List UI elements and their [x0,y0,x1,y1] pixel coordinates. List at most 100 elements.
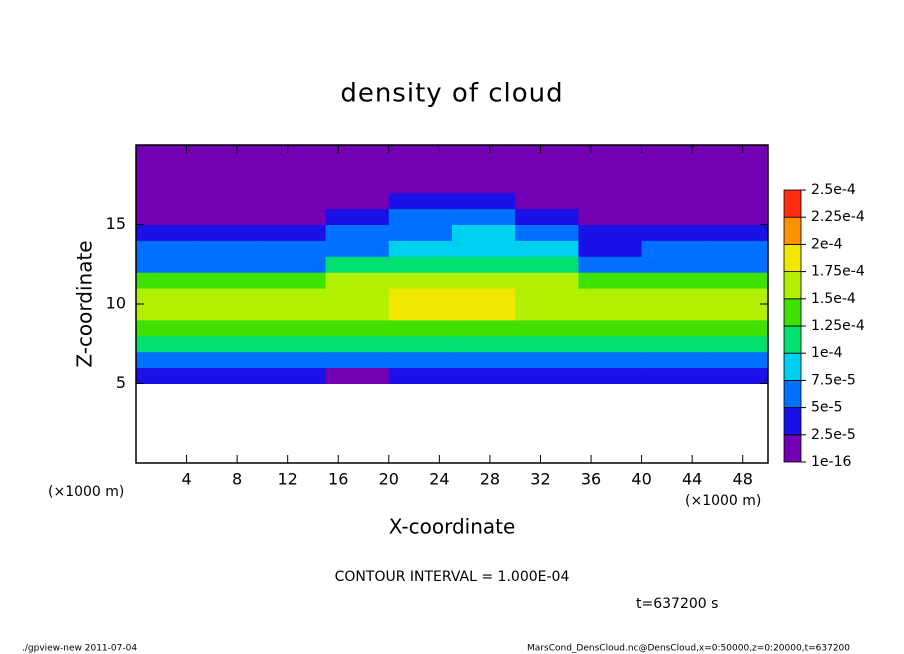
heatmap-cell [388,256,453,273]
heatmap-cell [578,288,643,305]
heatmap-cell [704,335,769,353]
heatmap-cell [199,367,263,384]
heatmap-cell [641,160,706,178]
colorbar-box [783,379,802,408]
heatmap-cell [325,145,390,162]
heatmap-cell [641,192,706,210]
heatmap-cell [704,192,769,210]
heatmap-cell [452,160,516,178]
x-tick-label: 32 [530,470,550,489]
heatmap-cell [262,304,327,321]
heatmap-cell [388,367,453,384]
heatmap-cell [704,145,769,162]
x-tick-label: 48 [733,470,753,489]
heatmap-cell [388,288,453,305]
heatmap-cell [515,367,579,384]
heatmap-cell [578,145,643,162]
heatmap-cell [262,272,327,289]
heatmap-cell [641,319,706,337]
x-tick-label: 36 [581,470,601,489]
heatmap-cell [515,192,579,210]
heatmap-cell [452,145,516,162]
heatmap-cell [578,319,643,337]
heatmap-cell [641,224,706,241]
heatmap-cell [452,351,516,369]
heatmap-cell [704,351,769,369]
heatmap-cell [704,288,769,305]
heatmap-cell [136,208,200,225]
heatmap-cell [199,240,263,257]
heatmap-cell [325,256,390,273]
heatmap-cell [262,288,327,305]
heatmap-cell [704,176,769,194]
y-tick-label: 10 [106,294,126,313]
heatmap-cell [199,335,263,353]
heatmap-cell [136,335,200,353]
heatmap-cell [388,192,453,210]
heatmap-cell [452,208,516,225]
colorbar-tick-label: 2.5e-4 [811,182,856,198]
heatmap-cell [388,319,453,337]
contour-note: CONTOUR INTERVAL = 1.000E-04 [335,569,570,585]
heatmap-cell [388,176,453,194]
heatmap-cell [325,304,390,321]
heatmap-cell [136,288,200,305]
heatmap-cell [136,304,200,321]
heatmap-cell [325,288,390,305]
colorbar-tick-label: 1.75e-4 [811,264,865,280]
heatmap-cell [452,224,516,241]
heatmap-cell [452,272,516,289]
heatmap-cell [515,288,579,305]
heatmap-cell [199,192,263,210]
heatmap-cell [262,208,327,225]
heatmap-cell [578,208,643,225]
heatmap-cell [262,176,327,194]
heatmap-cell [452,256,516,273]
heatmap-cell [515,351,579,369]
colorbar-box [783,407,802,436]
heatmap-cell [199,319,263,337]
footer: MarsCond_DensCloud.nc@DensCloud,x=0:5000… [527,644,850,654]
footer: ./gpview-new 2011-07-04 [22,644,137,654]
heatmap-cell [515,272,579,289]
heatmap-cell [452,288,516,305]
heatmap-cell [199,272,263,289]
heatmap-cell [452,304,516,321]
heatmap-cell [515,145,579,162]
colorbar-tick-label: 7.5e-5 [811,372,856,388]
heatmap-cell [388,304,453,321]
heatmap-cell [262,240,327,257]
heatmap-cell [452,176,516,194]
colorbar-tick-label: 1e-4 [811,345,843,361]
colorbar-box [783,216,802,245]
heatmap-cell [136,351,200,369]
x-tick-label: 16 [328,470,348,489]
heatmap-cell [704,208,769,225]
heatmap-cell [578,176,643,194]
heatmap-cell [578,160,643,178]
colorbar-box [783,434,802,463]
y-tick-label: 5 [116,373,126,392]
heatmap-cell [199,208,263,225]
heatmap-cell [136,272,200,289]
x-tick-label: 12 [278,470,298,489]
heatmap-cell [325,176,390,194]
heatmap-cell [452,367,516,384]
heatmap-cell [388,272,453,289]
heatmap-cell [262,160,327,178]
heatmap-cell [641,272,706,289]
heatmap-cell [136,367,200,384]
heatmap-cell [515,256,579,273]
heatmap-cell [704,367,769,384]
heatmap-cell [388,240,453,257]
heatmap-cell [325,351,390,369]
heatmap-cell [515,319,579,337]
colorbar-box [783,189,802,218]
heatmap-cell [199,288,263,305]
heatmap-cell [578,367,643,384]
colorbar-tick-label: 2.25e-4 [811,209,865,225]
heatmap-cell [136,256,200,273]
heatmap-cell [641,367,706,384]
heatmap-cell [388,160,453,178]
heatmap-cell [641,145,706,162]
